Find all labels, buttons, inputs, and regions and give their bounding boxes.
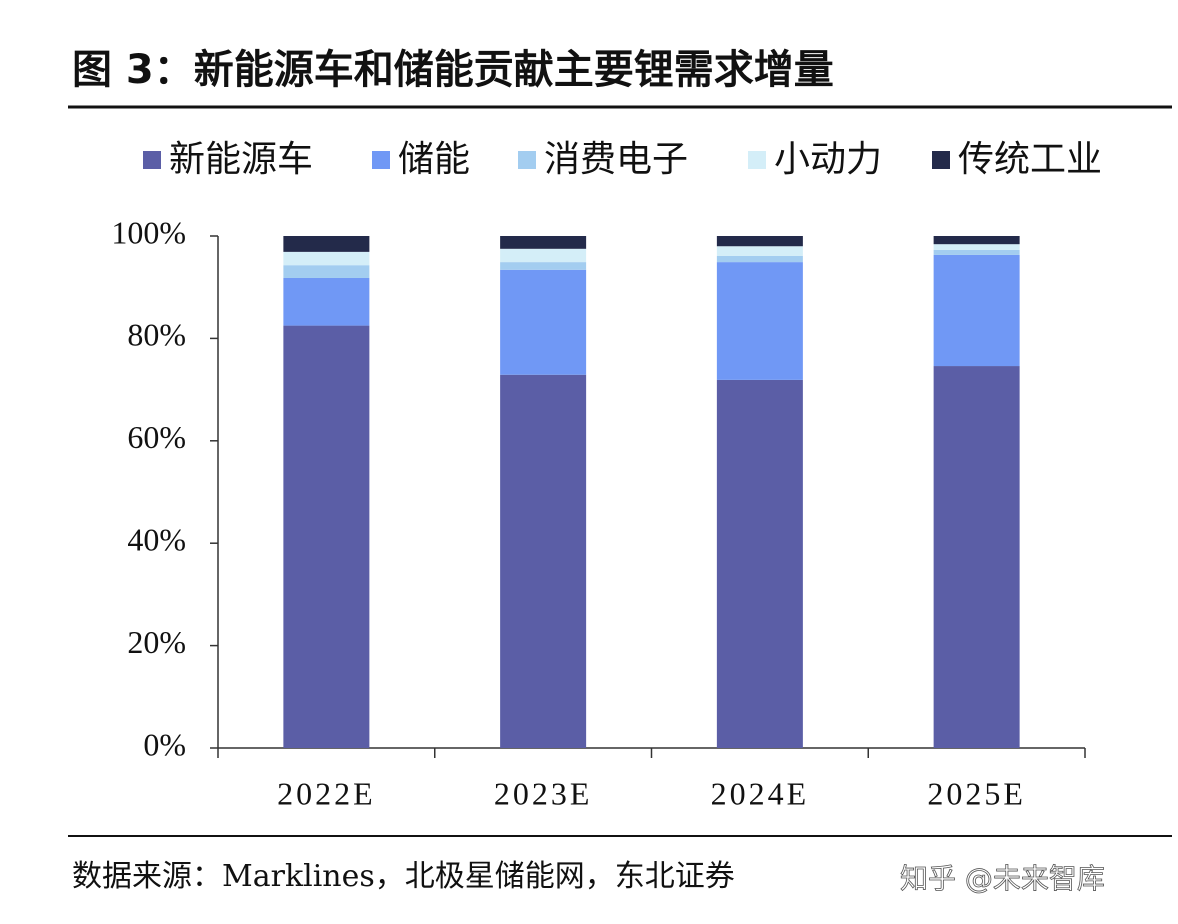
bar-segment — [716, 262, 803, 380]
bar-segment — [500, 236, 587, 249]
y-tick-label: 20% — [127, 624, 186, 660]
legend-label: 传统工业 — [958, 139, 1102, 180]
legend-label: 消费电子 — [544, 139, 688, 180]
legend-swatch — [372, 151, 390, 169]
bar-segment — [933, 236, 1020, 245]
x-tick-label: 2025E — [927, 775, 1026, 811]
legend-swatch — [518, 151, 536, 169]
bar-segment — [283, 325, 370, 748]
x-tick-label: 2024E — [711, 775, 810, 811]
legend-label: 储能 — [398, 139, 470, 180]
bar-segment — [500, 269, 587, 375]
bar-segment — [500, 374, 587, 748]
bar-segment — [933, 254, 1020, 367]
bar-segment — [500, 248, 587, 263]
bar-segment — [716, 236, 803, 247]
legend-swatch — [932, 151, 950, 169]
y-tick-label: 80% — [127, 317, 186, 353]
bar-segment — [716, 379, 803, 748]
y-tick-label: 100% — [111, 214, 186, 250]
y-tick-label: 60% — [127, 419, 186, 455]
bar-segment — [283, 251, 370, 266]
bar-segment — [933, 244, 1020, 250]
y-tick-label: 40% — [127, 522, 186, 558]
bar-segment — [283, 277, 370, 326]
legend-swatch — [748, 151, 766, 169]
source: 数据来源：Marklines，北极星储能网，东北证券 — [72, 859, 735, 894]
y-tick-label: 0% — [143, 726, 186, 762]
legend-swatch — [143, 151, 161, 169]
bar-segment — [283, 236, 370, 252]
bar-segment — [716, 255, 803, 263]
chart-title: 图 3：新能源车和储能贡献主要锂需求增量 — [72, 47, 834, 93]
bar-segment — [716, 246, 803, 256]
bar-segment — [283, 265, 370, 278]
watermark: 知乎 @未来智库 — [900, 862, 1105, 895]
bar-segment — [933, 366, 1020, 748]
bar-segment — [500, 262, 587, 270]
x-tick-label: 2022E — [277, 775, 376, 811]
bar-segment — [933, 249, 1020, 255]
legend-label: 小动力 — [774, 139, 882, 180]
legend-label: 新能源车 — [169, 139, 313, 180]
x-tick-label: 2023E — [494, 775, 593, 811]
